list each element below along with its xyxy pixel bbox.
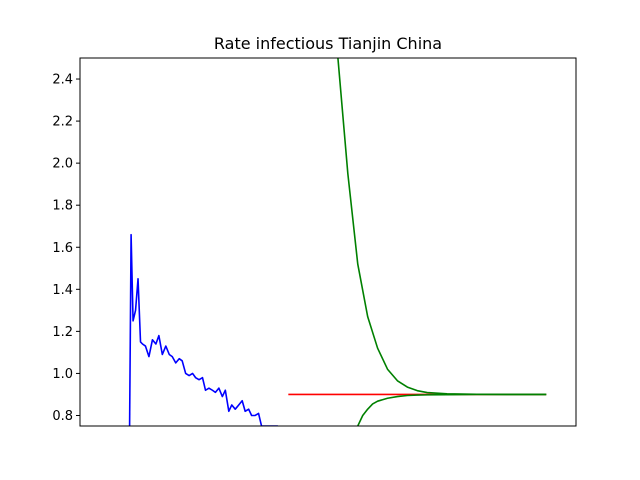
series-line-1 — [128, 233, 278, 426]
y-axis: 0.8 1.0 1.2 1.4 1.6 1.8 2.0 2.2 2.4 — [52, 73, 80, 424]
chart-title: Rate infectious Tianjin China — [214, 34, 442, 53]
plot-layer — [128, 58, 547, 426]
y-tick-label: 1.4 — [52, 283, 73, 298]
y-tick-label: 0.8 — [52, 409, 73, 424]
plot-frame — [79, 57, 577, 427]
y-tick-label: 2.4 — [52, 73, 73, 88]
y-tick-label: 1.6 — [52, 241, 73, 256]
y-tick-label: 1.2 — [52, 325, 73, 340]
series-line-4 — [357, 393, 547, 426]
y-tick-label: 1.0 — [52, 367, 73, 382]
y-tick-label: 1.8 — [52, 199, 73, 214]
y-tick-label: 2.2 — [52, 115, 73, 130]
y-tick-label: 2.0 — [52, 157, 73, 172]
